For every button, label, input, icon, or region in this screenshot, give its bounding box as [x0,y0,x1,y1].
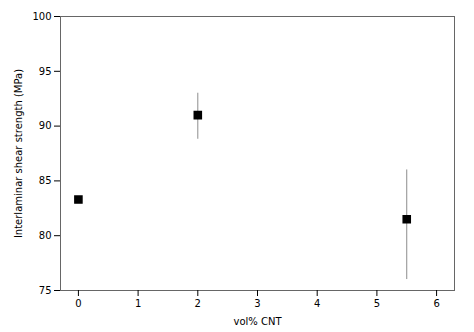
svg-text:85: 85 [39,175,52,186]
svg-text:100: 100 [32,11,51,22]
svg-text:vol% CNT: vol% CNT [233,316,282,327]
svg-text:0: 0 [75,298,81,309]
svg-text:90: 90 [39,120,52,131]
svg-text:80: 80 [39,230,52,241]
svg-text:3: 3 [254,298,260,309]
svg-text:1: 1 [135,298,141,309]
svg-text:75: 75 [39,285,52,296]
svg-text:Interlaminar shear strength (M: Interlaminar shear strength (MPa) [13,69,24,238]
svg-text:5: 5 [374,298,380,309]
svg-text:2: 2 [195,298,201,309]
svg-text:4: 4 [314,298,320,309]
svg-text:6: 6 [433,298,439,309]
svg-text:95: 95 [39,66,52,77]
